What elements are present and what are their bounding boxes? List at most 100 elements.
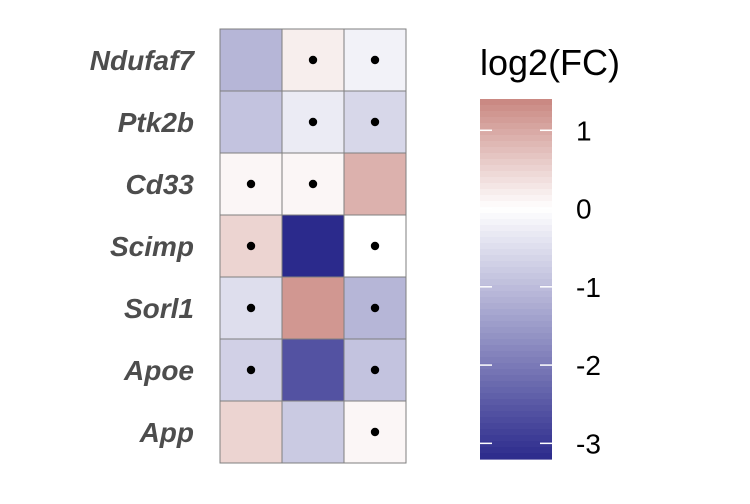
legend-swatch xyxy=(480,399,552,406)
legend-swatch xyxy=(480,159,552,166)
legend-swatch xyxy=(480,417,552,424)
significance-dot xyxy=(370,365,380,375)
row-label: App xyxy=(139,417,194,448)
heatmap-cell xyxy=(343,152,407,216)
legend-swatch xyxy=(480,195,552,202)
legend-colorbar xyxy=(480,99,552,460)
significance-dot xyxy=(246,179,256,189)
legend-swatch xyxy=(480,321,552,328)
legend-swatch xyxy=(480,363,552,370)
legend-swatch xyxy=(480,447,552,454)
legend-swatch xyxy=(480,165,552,172)
legend-swatch xyxy=(480,411,552,418)
legend-swatch xyxy=(480,381,552,388)
heatmap-cell xyxy=(281,338,345,402)
legend-swatch xyxy=(480,105,552,112)
legend-swatch xyxy=(480,99,552,106)
legend-swatch xyxy=(480,429,552,436)
legend-swatch xyxy=(480,333,552,340)
heatmap-cell xyxy=(219,28,283,92)
significance-dot xyxy=(370,55,380,65)
legend-tick-label: -3 xyxy=(576,428,601,459)
legend-swatch xyxy=(480,387,552,394)
legend-swatch xyxy=(480,201,552,208)
legend-swatch xyxy=(480,207,552,214)
row-labels: Ndufaf7 Ptk2b Cd33 Scimp Sorl1 Apoe App xyxy=(90,45,196,448)
legend-swatch xyxy=(480,303,552,310)
heatmap-cell xyxy=(219,400,283,464)
heatmap-cell xyxy=(281,214,345,278)
heatmap-cells xyxy=(219,28,407,464)
legend-swatch xyxy=(480,147,552,154)
legend-swatch xyxy=(480,345,552,352)
row-label: Sorl1 xyxy=(124,293,194,324)
legend-ticks: 1 0 -1 -2 -3 xyxy=(480,115,601,459)
legend-swatch xyxy=(480,123,552,130)
legend-swatch xyxy=(480,111,552,118)
legend-swatch xyxy=(480,183,552,190)
row-label: Cd33 xyxy=(126,169,195,200)
legend-swatch xyxy=(480,375,552,382)
legend-swatch xyxy=(480,171,552,178)
legend-swatch xyxy=(480,153,552,160)
significance-dot xyxy=(246,303,256,313)
significance-dot xyxy=(370,427,380,437)
legend-swatch xyxy=(480,405,552,412)
legend-swatch xyxy=(480,351,552,358)
significance-dots xyxy=(246,55,380,437)
legend-swatch xyxy=(480,435,552,442)
legend-title: log2(FC) xyxy=(480,42,620,83)
significance-dot xyxy=(246,241,256,251)
legend-swatch xyxy=(480,309,552,316)
legend-swatch xyxy=(480,393,552,400)
legend-swatch xyxy=(480,273,552,280)
legend-swatch xyxy=(480,261,552,268)
legend-swatch xyxy=(480,243,552,250)
heatmap-cell xyxy=(281,276,345,340)
row-label: Scimp xyxy=(110,231,194,262)
legend-swatch xyxy=(480,441,552,448)
legend-swatch xyxy=(480,285,552,292)
legend-swatch xyxy=(480,225,552,232)
legend-swatch xyxy=(480,339,552,346)
legend-swatch xyxy=(480,291,552,298)
row-label: Ndufaf7 xyxy=(90,45,196,76)
row-label: Apoe xyxy=(123,355,194,386)
legend-swatch xyxy=(480,231,552,238)
legend-swatch xyxy=(480,423,552,430)
legend-swatch xyxy=(480,135,552,142)
legend-swatch xyxy=(480,129,552,136)
row-label: Ptk2b xyxy=(118,107,194,138)
legend-tick-label: -1 xyxy=(576,272,601,303)
significance-dot xyxy=(308,179,318,189)
legend-swatch xyxy=(480,327,552,334)
legend-swatch xyxy=(480,369,552,376)
legend-tick-label: 1 xyxy=(576,115,592,146)
legend-swatch xyxy=(480,315,552,322)
legend-swatch xyxy=(480,267,552,274)
significance-dot xyxy=(370,117,380,127)
legend-swatch xyxy=(480,213,552,220)
legend-tick-label: -2 xyxy=(576,350,601,381)
heatmap-cell xyxy=(281,400,345,464)
heatmap-cell xyxy=(219,90,283,154)
significance-dot xyxy=(308,55,318,65)
legend-swatch xyxy=(480,249,552,256)
legend-swatch xyxy=(480,453,552,460)
legend-swatch xyxy=(480,357,552,364)
legend-tick-label: 0 xyxy=(576,194,592,225)
legend-swatch xyxy=(480,279,552,286)
legend-swatch xyxy=(480,297,552,304)
legend-swatch xyxy=(480,189,552,196)
color-legend: log2(FC) 1 0 -1 -2 -3 xyxy=(480,42,620,460)
significance-dot xyxy=(370,241,380,251)
legend-swatch xyxy=(480,141,552,148)
significance-dot xyxy=(246,365,256,375)
significance-dot xyxy=(308,117,318,127)
legend-swatch xyxy=(480,255,552,262)
legend-swatch xyxy=(480,177,552,184)
significance-dot xyxy=(370,303,380,313)
legend-swatch xyxy=(480,237,552,244)
legend-swatch xyxy=(480,117,552,124)
